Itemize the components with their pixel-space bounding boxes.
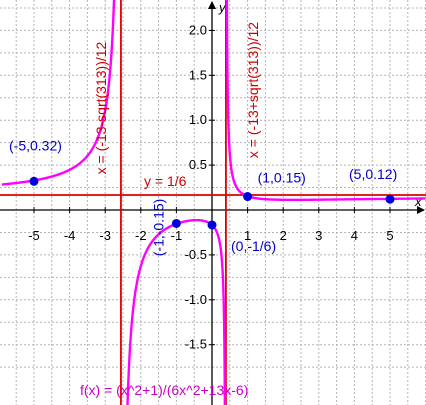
labels: (-5,0.32) (-1,-0.15) (0,-1/6) (1,0.15) (5,0.… [9,22,397,398]
x-tick-label: -2 [135,228,147,243]
y-tick-label: -1.5 [185,337,207,352]
point-label: (5,0.12) [349,166,397,182]
data-point [171,218,181,228]
points [29,176,395,230]
function-label: f(x) = (x^2+1)/(6x^2+13x-6) [80,382,248,398]
data-point [243,192,253,202]
x-tick-label: 5 [386,228,393,243]
y-axis-label: y [218,0,227,15]
horizontal-asymptote-label: y = 1/6 [144,173,187,189]
y-tick-label: -1.0 [185,292,207,307]
vertical-asymptote-label: x = (-13-sqrt(313))/12 [93,41,109,174]
point-label: (0,-1/6) [231,238,276,254]
x-tick-label: 4 [351,228,358,243]
y-tick-label: 1.0 [189,112,207,127]
x-tick-label: 1 [244,228,251,243]
x-tick-label: 2 [280,228,287,243]
x-tick-label: 3 [315,228,322,243]
data-point [29,176,39,186]
data-point [385,194,395,204]
y-tick-label: 1.5 [189,67,207,82]
y-tick-label: 2.0 [189,22,207,37]
x-tick-label: -5 [28,228,40,243]
vertical-asymptote-label: x = (-13+sqrt(313))/12 [245,22,261,158]
x-tick-label: -4 [64,228,76,243]
y-tick-label: 0.5 [189,157,207,172]
point-label: (-1,-0.15) [150,199,166,257]
x-axis-arrow-icon [417,206,425,214]
point-label: (1,0.15) [258,170,306,186]
y-tick-label: -0.5 [185,247,207,262]
x-tick-label: -1 [171,228,183,243]
point-label: (-5,0.32) [9,137,62,153]
curve-branch-1 [1,0,116,186]
y-axis-arrow-icon [208,1,216,9]
x-tick-label: -3 [99,228,111,243]
data-point [207,220,217,230]
x-axis-label: x [414,194,422,209]
